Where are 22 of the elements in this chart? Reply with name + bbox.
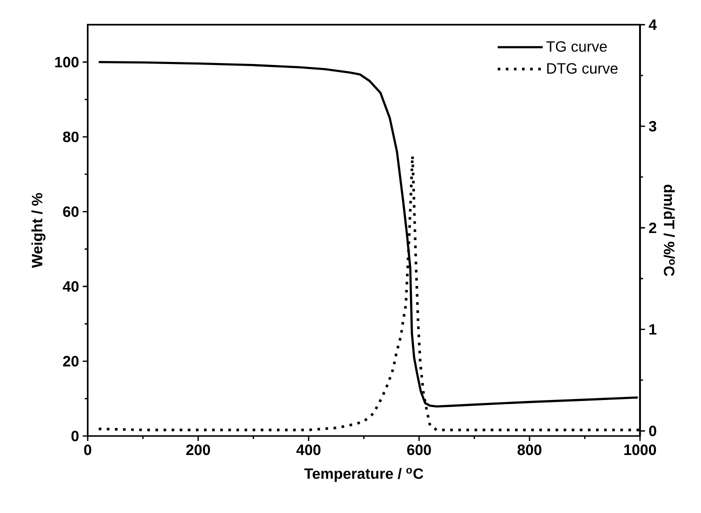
y2-tick-label: 3 <box>648 120 656 132</box>
y-tick-label: 100 <box>55 56 79 68</box>
y2-axis-title: dm/dT / %/$^{o}$C <box>664 184 675 276</box>
legend-label: TG curve <box>546 41 607 52</box>
y-tick-label: 0 <box>71 430 79 442</box>
y2-tick-label: 4 <box>648 20 657 30</box>
x-axis-title: Temperature / $^{o}$C <box>304 468 424 482</box>
y-tick-label: 60 <box>63 206 79 217</box>
x-tick-label: 200 <box>186 444 210 456</box>
legend-label: DTG curve <box>547 63 618 74</box>
y-tick-label: 80 <box>63 132 79 142</box>
y-tick-label: 20 <box>63 356 79 367</box>
y2-tick-label: 1 <box>649 324 656 335</box>
y-axis-title: Weight / % <box>31 193 46 268</box>
y-tick-label: 40 <box>62 281 79 292</box>
x-tick-label: 400 <box>296 444 320 456</box>
x-tick-label: 600 <box>407 444 431 456</box>
x-tick-label: 0 <box>84 444 92 456</box>
x-tick-label: 800 <box>518 444 542 456</box>
x-tick-label: 1000 <box>624 444 656 456</box>
y2-tick-label: 0 <box>649 426 656 436</box>
y2-tick-label: 2 <box>649 222 656 234</box>
